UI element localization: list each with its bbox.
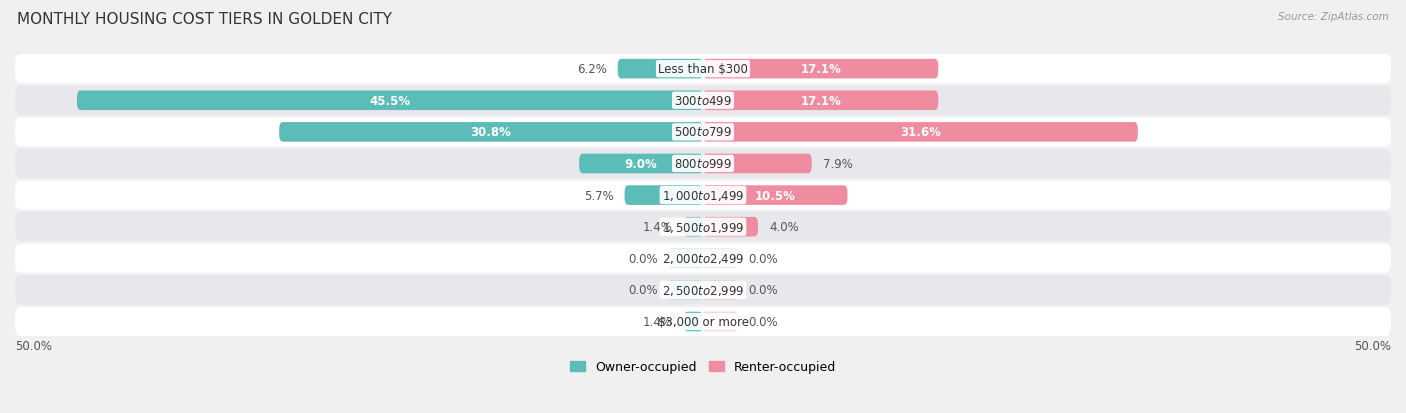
FancyBboxPatch shape — [669, 280, 703, 300]
Text: $1,000 to $1,499: $1,000 to $1,499 — [662, 189, 744, 203]
FancyBboxPatch shape — [703, 217, 758, 237]
Text: 50.0%: 50.0% — [15, 339, 52, 352]
Text: 6.2%: 6.2% — [576, 63, 606, 76]
FancyBboxPatch shape — [15, 55, 1391, 84]
FancyBboxPatch shape — [683, 312, 703, 332]
Text: MONTHLY HOUSING COST TIERS IN GOLDEN CITY: MONTHLY HOUSING COST TIERS IN GOLDEN CIT… — [17, 12, 392, 27]
Text: $3,000 or more: $3,000 or more — [658, 315, 748, 328]
FancyBboxPatch shape — [703, 280, 737, 300]
Legend: Owner-occupied, Renter-occupied: Owner-occupied, Renter-occupied — [569, 360, 837, 373]
Text: 30.8%: 30.8% — [471, 126, 512, 139]
FancyBboxPatch shape — [703, 249, 737, 268]
Text: 31.6%: 31.6% — [900, 126, 941, 139]
Text: 50.0%: 50.0% — [1354, 339, 1391, 352]
FancyBboxPatch shape — [15, 118, 1391, 147]
FancyBboxPatch shape — [703, 91, 938, 111]
FancyBboxPatch shape — [15, 181, 1391, 210]
Text: 17.1%: 17.1% — [800, 63, 841, 76]
Text: $2,000 to $2,499: $2,000 to $2,499 — [662, 252, 744, 266]
FancyBboxPatch shape — [703, 60, 938, 79]
FancyBboxPatch shape — [683, 217, 703, 237]
Text: $500 to $799: $500 to $799 — [673, 126, 733, 139]
Text: 45.5%: 45.5% — [370, 95, 411, 107]
Text: $2,500 to $2,999: $2,500 to $2,999 — [662, 283, 744, 297]
Text: 0.0%: 0.0% — [628, 252, 658, 265]
FancyBboxPatch shape — [15, 86, 1391, 116]
FancyBboxPatch shape — [15, 276, 1391, 305]
FancyBboxPatch shape — [703, 186, 848, 205]
Text: 17.1%: 17.1% — [800, 95, 841, 107]
Text: 0.0%: 0.0% — [628, 284, 658, 297]
FancyBboxPatch shape — [15, 150, 1391, 178]
Text: 10.5%: 10.5% — [755, 189, 796, 202]
FancyBboxPatch shape — [669, 249, 703, 268]
Text: 1.4%: 1.4% — [643, 221, 672, 234]
FancyBboxPatch shape — [624, 186, 703, 205]
FancyBboxPatch shape — [15, 213, 1391, 242]
Text: $1,500 to $1,999: $1,500 to $1,999 — [662, 220, 744, 234]
FancyBboxPatch shape — [617, 60, 703, 79]
Text: Source: ZipAtlas.com: Source: ZipAtlas.com — [1278, 12, 1389, 22]
Text: 0.0%: 0.0% — [748, 252, 778, 265]
FancyBboxPatch shape — [703, 312, 737, 332]
Text: 9.0%: 9.0% — [624, 158, 658, 171]
FancyBboxPatch shape — [579, 154, 703, 174]
FancyBboxPatch shape — [703, 154, 811, 174]
Text: 4.0%: 4.0% — [769, 221, 799, 234]
FancyBboxPatch shape — [280, 123, 703, 142]
Text: $800 to $999: $800 to $999 — [673, 158, 733, 171]
Text: 7.9%: 7.9% — [823, 158, 852, 171]
FancyBboxPatch shape — [77, 91, 703, 111]
FancyBboxPatch shape — [15, 307, 1391, 336]
Text: 1.4%: 1.4% — [643, 315, 672, 328]
Text: 0.0%: 0.0% — [748, 284, 778, 297]
Text: $300 to $499: $300 to $499 — [673, 95, 733, 107]
FancyBboxPatch shape — [703, 123, 1137, 142]
Text: Less than $300: Less than $300 — [658, 63, 748, 76]
Text: 0.0%: 0.0% — [748, 315, 778, 328]
FancyBboxPatch shape — [15, 244, 1391, 273]
Text: 5.7%: 5.7% — [583, 189, 613, 202]
